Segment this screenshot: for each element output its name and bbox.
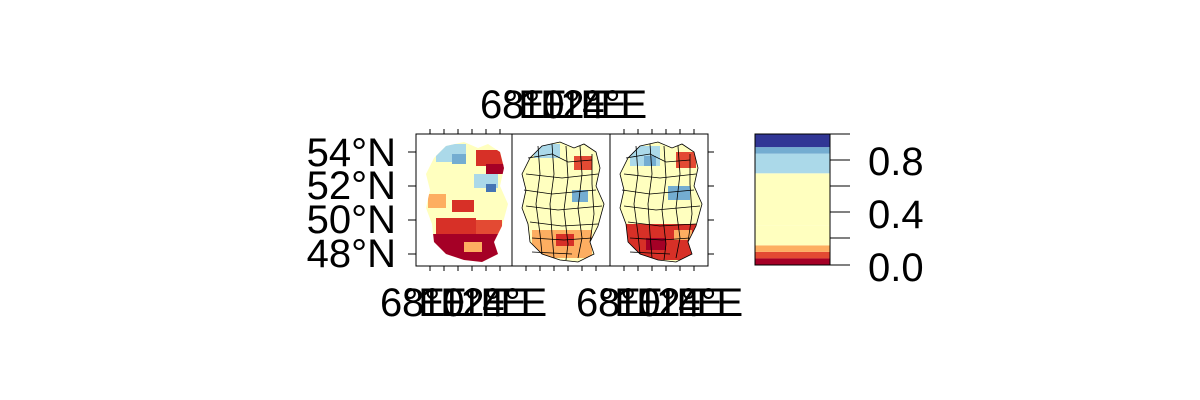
bottom-axis-labels-2: 6°E 8°E 10°E 12°E 14°E (576, 281, 743, 325)
y-label-48: 48°N (307, 232, 396, 276)
bottom-x-label-1e: 14°E (460, 281, 547, 325)
bottom-x-label-1d: 12°E (440, 281, 527, 325)
bottom-x-label-2c: 10°E (616, 281, 703, 325)
legend-segment (755, 225, 830, 246)
bottom-x-label-1b: 8°E (402, 281, 467, 325)
y-label-52: 52°N (307, 164, 396, 208)
legend-segment (755, 258, 830, 265)
top-axis-labels: 6°E 8°E 10°E 12°E 14°E (480, 83, 647, 127)
legend-colorbar (754, 133, 831, 266)
legend-ticks (830, 133, 850, 266)
top-x-label-3: 10°E (520, 83, 607, 127)
top-x-label-2: 8°E (502, 83, 567, 127)
legend-label-08: 0.8 (868, 140, 924, 184)
y-label-50: 50°N (307, 198, 396, 242)
legend-segment (755, 251, 830, 259)
bottom-axis-labels-1: 6°E 8°E 10°E 12°E 14°E (380, 281, 547, 325)
bottom-x-label-2a: 6°E (576, 281, 641, 325)
legend-segment (755, 134, 830, 148)
map-panel-3 (609, 129, 714, 271)
top-x-label-4: 12°E (540, 83, 627, 127)
bottom-x-label-1c: 10°E (420, 281, 507, 325)
map-panel-1 (415, 129, 513, 271)
map-panel-2 (511, 133, 611, 271)
top-x-label-1: 6°E (480, 83, 545, 127)
legend-label-00: 0.0 (868, 246, 924, 290)
top-x-label-5: 14°E (560, 83, 647, 127)
bottom-x-label-1a: 6°E (380, 281, 445, 325)
left-ticks (408, 151, 416, 255)
legend-segment (755, 245, 830, 252)
bottom-x-label-2b: 8°E (598, 281, 663, 325)
legend-segment (755, 173, 830, 226)
left-axis-labels: 54°N 52°N 50°N 48°N (307, 131, 396, 276)
legend-segment (755, 153, 830, 174)
legend-segment (755, 147, 830, 154)
bottom-x-label-2d: 12°E (636, 281, 723, 325)
y-label-54: 54°N (307, 131, 396, 175)
bottom-x-label-2e: 14°E (656, 281, 743, 325)
legend-label-04: 0.4 (868, 193, 924, 237)
legend-border (754, 133, 831, 266)
